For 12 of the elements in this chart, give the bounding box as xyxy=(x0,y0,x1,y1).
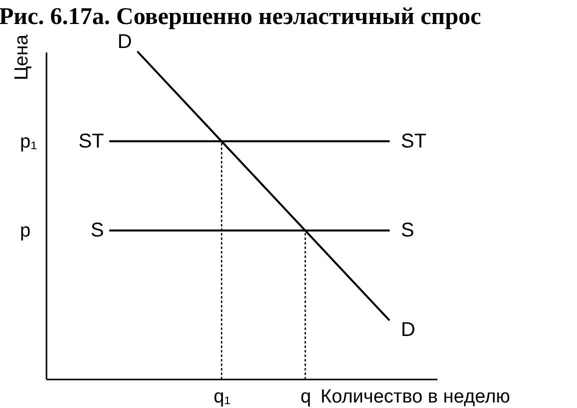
x-axis-title: Количество в неделю xyxy=(320,386,510,408)
x-tick-label: q xyxy=(300,386,312,408)
series-label: S xyxy=(90,220,104,242)
text: D xyxy=(400,318,416,341)
text: p xyxy=(20,220,31,242)
x-tick-label: q₁ xyxy=(214,386,231,408)
series-label: D xyxy=(117,31,132,53)
text: ST xyxy=(400,130,426,152)
text: S xyxy=(400,220,414,242)
y-axis-title: Цена xyxy=(12,34,32,80)
series-label: ST xyxy=(78,130,104,152)
text: p₁ xyxy=(20,131,37,152)
